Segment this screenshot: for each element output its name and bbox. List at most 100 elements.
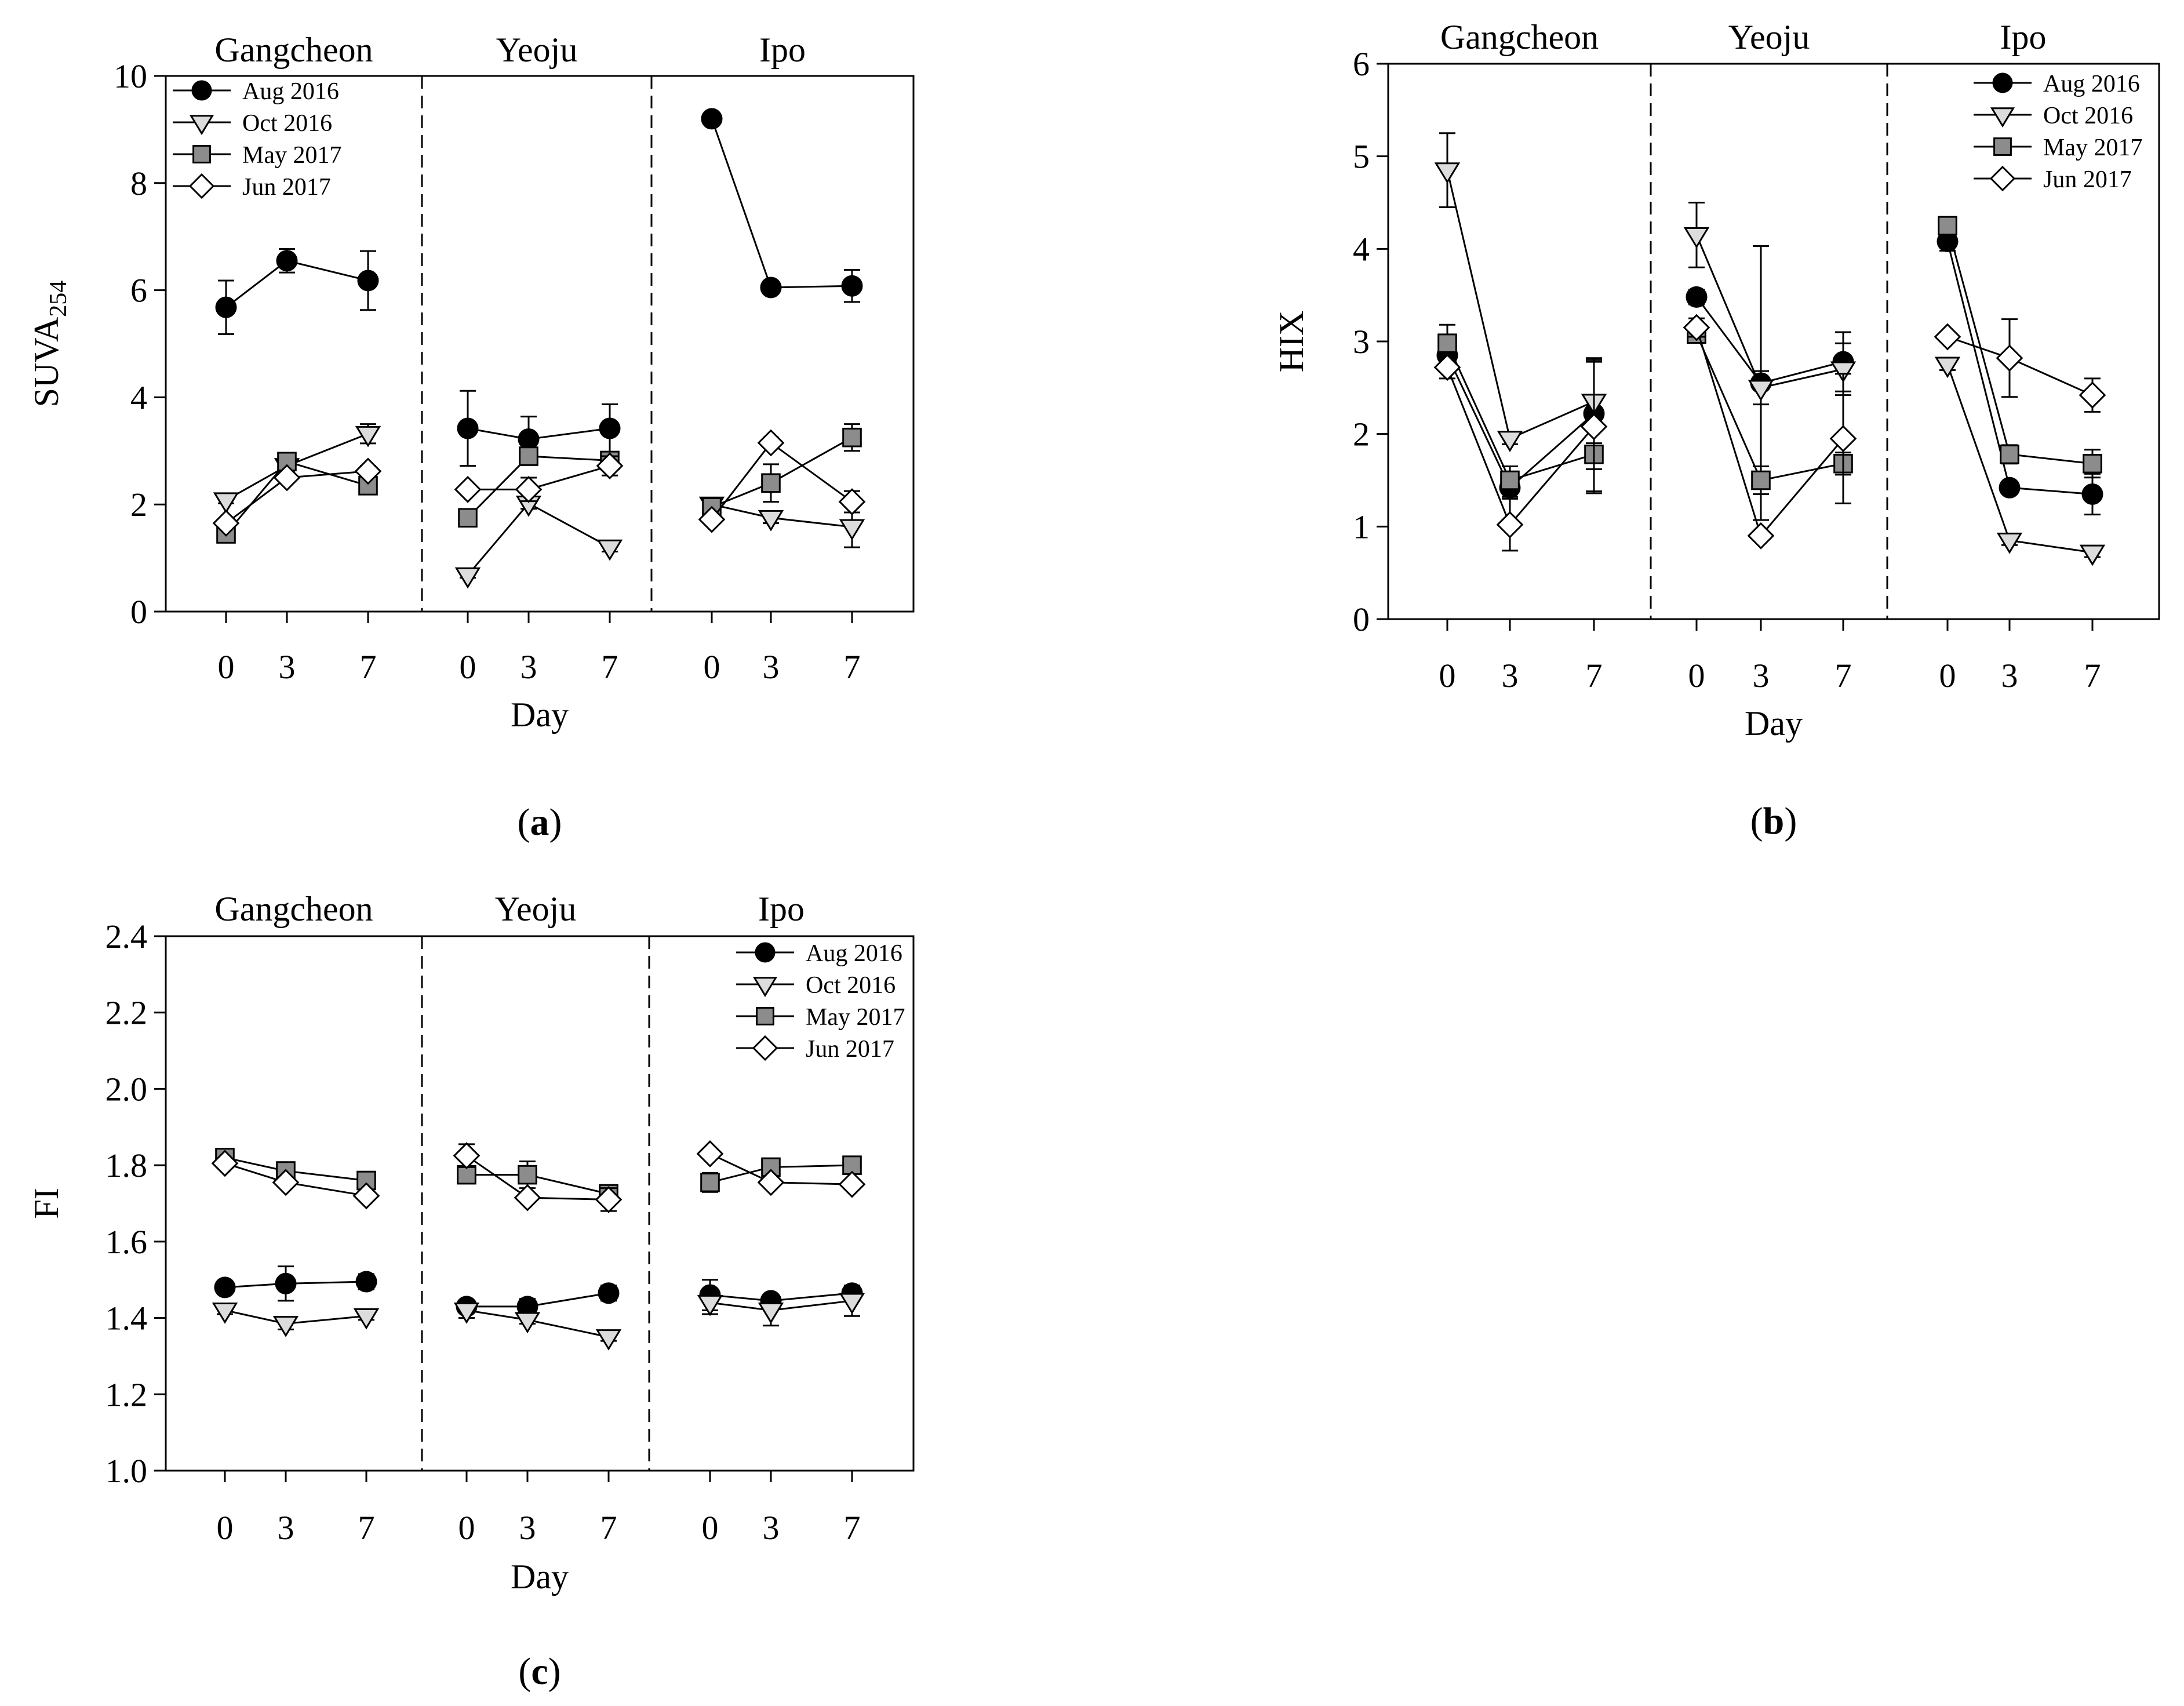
data-point: [1686, 286, 1708, 308]
x-axis-label: Day: [511, 1558, 569, 1596]
legend-marker: [1993, 137, 2012, 156]
caption-paren: (: [518, 1650, 531, 1693]
series-line: [711, 118, 853, 289]
data-point: [1434, 162, 1461, 184]
x-tick-label: 3: [763, 648, 780, 686]
legend-marker: [191, 80, 212, 101]
y-tick-label: 1.6: [105, 1223, 148, 1261]
x-axis-label: Day: [1745, 704, 1803, 743]
data-point: [1830, 361, 1857, 383]
y-tick-label: 1.8: [105, 1147, 148, 1184]
series-aug-2016: [215, 108, 863, 467]
data-point: [211, 1150, 239, 1177]
data-point: [514, 1312, 541, 1334]
x-tick-label: 0: [702, 1509, 719, 1547]
series-line: [711, 436, 853, 508]
x-tick-label: 7: [358, 1509, 375, 1547]
y-tick-label: 6: [130, 272, 147, 310]
series-line: [468, 465, 610, 490]
legend: Aug 2016 Oct 2016 May 2017 Jun 2017: [173, 78, 342, 201]
x-tick-label: 0: [218, 648, 235, 686]
data-point: [596, 539, 623, 561]
series-line: [1695, 333, 1844, 482]
data-point: [1829, 425, 1857, 453]
legend-label-jun-2017: Jun 2017: [806, 1036, 894, 1063]
y-tick-label: 2.4: [105, 918, 148, 955]
site-label-yeoju: Yeoju: [495, 890, 577, 928]
data-point: [1747, 522, 1775, 550]
data-point: [595, 1186, 623, 1213]
legend: Aug 2016 Oct 2016 May 2017 Jun 2017: [736, 940, 905, 1063]
data-point: [757, 1169, 785, 1196]
data-point: [1996, 532, 2023, 554]
y-tick-label: 2: [1353, 416, 1370, 453]
series-line: [1695, 296, 1844, 384]
legend-label-may-2017: May 2017: [806, 1004, 905, 1031]
series-line: [1947, 336, 2093, 396]
x-tick-label: 3: [2001, 657, 2018, 694]
data-point: [215, 296, 237, 318]
site-label-gangcheon: Gangcheon: [214, 31, 373, 69]
data-point: [355, 425, 381, 448]
x-tick-label: 0: [217, 1509, 234, 1547]
caption-paren: ): [1784, 800, 1797, 842]
y-tick-label: 1.4: [105, 1300, 148, 1337]
data-point: [212, 510, 240, 537]
x-tick-label: 3: [1502, 657, 1519, 694]
data-point: [758, 1303, 784, 1324]
data-point: [700, 1172, 720, 1192]
chart-c: 1.0 1.2 1.4 1.6 1.8 2.0 2.2 2.4 Gangcheon 0 3 7 Yeoj…: [27, 890, 915, 1693]
x-tick-label: 0: [460, 648, 476, 686]
x-tick-label: 7: [1835, 657, 1852, 694]
data-point: [354, 457, 382, 485]
data-point: [458, 508, 478, 528]
y-tick-label: 3: [1353, 323, 1370, 361]
data-point: [454, 567, 481, 589]
data-point: [355, 1271, 377, 1293]
legend-marker: [1989, 165, 2016, 192]
y-tick-label: 0: [130, 593, 147, 631]
series-line: [711, 503, 853, 528]
series-line: [467, 502, 610, 576]
data-point: [2079, 544, 2106, 566]
data-point: [2000, 444, 2019, 464]
site-label-gangcheon: Gangcheon: [1440, 18, 1599, 56]
y-tick-label: 2: [130, 486, 147, 523]
x-tick-label: 7: [1586, 657, 1603, 694]
data-point: [357, 270, 379, 292]
legend-marker: [192, 145, 211, 163]
legend-label-jun-2017: Jun 2017: [242, 174, 331, 201]
data-point: [758, 510, 784, 532]
y-tick-label: 2.2: [105, 994, 148, 1032]
caption-paren: (: [518, 801, 530, 843]
data-point: [272, 1169, 300, 1196]
x-tick-label: 3: [279, 648, 296, 686]
y-tick-label: 2.0: [105, 1070, 148, 1108]
data-point: [841, 275, 863, 297]
data-point: [595, 1329, 622, 1351]
data-point: [519, 446, 538, 466]
legend-marker: [188, 173, 215, 199]
series-oct-2016: [212, 1285, 865, 1351]
y-tick-label: 1.0: [105, 1452, 148, 1490]
series-line: [711, 441, 853, 520]
y-axis-label-subscript: 254: [45, 281, 72, 317]
caption-paren: ): [548, 1650, 561, 1693]
data-point: [1934, 357, 1961, 379]
chart-a: 0 2 4 6 8 10 Gangcheon 0 3 7 Yeoju 0 3 7 Ipo 0 3 7 Day SUVA…: [27, 31, 915, 843]
data-point: [275, 1272, 297, 1294]
data-point: [518, 428, 540, 450]
x-tick-label: 0: [1688, 657, 1705, 694]
plot-frame: [165, 935, 915, 1472]
y-tick-label: 4: [130, 379, 147, 416]
legend-marker: [752, 977, 778, 998]
data-point: [1999, 476, 2021, 499]
legend-label-oct-2016: Oct 2016: [806, 972, 896, 999]
y-tick-label: 1: [1353, 508, 1370, 545]
legend-label-aug-2016: Aug 2016: [2043, 71, 2140, 97]
data-point: [2083, 453, 2102, 474]
data-point: [1683, 227, 1710, 249]
legend-label-may-2017: May 2017: [242, 142, 342, 169]
x-tick-label: 7: [844, 648, 861, 686]
data-point: [1683, 314, 1710, 341]
